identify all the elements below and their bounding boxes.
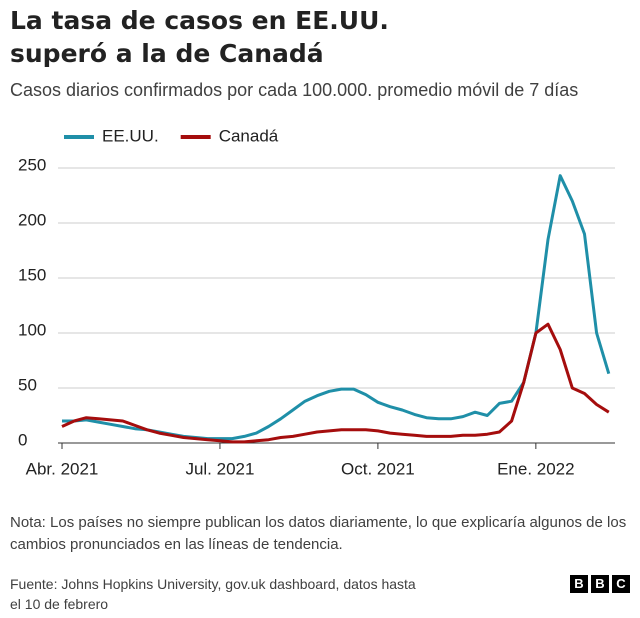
y-tick-label: 200: [18, 210, 46, 229]
series-line: [62, 174, 611, 441]
y-tick-label: 250: [18, 155, 46, 174]
y-tick-label: 0: [18, 430, 27, 449]
x-tick-label: Oct. 2021: [341, 459, 415, 478]
title-line: La tasa de casos en EE.UU.: [10, 6, 389, 35]
series-line: [61, 322, 610, 444]
note: Nota: Los países no siempre publican los…: [10, 514, 627, 553]
title-line: superó a la de Canadá: [10, 39, 324, 68]
logo-letter: B: [570, 575, 588, 593]
y-tick-label: 100: [18, 320, 46, 339]
x-tick-label: Abr. 2021: [26, 459, 99, 478]
legend-label: Canadá: [219, 126, 279, 145]
x-tick-label: Jul. 2021: [185, 459, 254, 478]
y-tick-label: 150: [18, 265, 46, 284]
logo-letter: B: [591, 575, 609, 593]
logo: B B C: [570, 575, 630, 593]
x-tick-label: Ene. 2022: [497, 459, 575, 478]
logo-letter: C: [612, 575, 630, 593]
chart-title: La tasa de casos en EE.UU. superó a la d…: [10, 4, 389, 70]
legend-label: EE.UU.: [102, 126, 159, 145]
source: Fuente: Johns Hopkins University, gov.uk…: [10, 576, 416, 612]
y-tick-label: 50: [18, 375, 37, 394]
subtitle: Casos diarios confirmados por cada 100.0…: [10, 80, 579, 100]
